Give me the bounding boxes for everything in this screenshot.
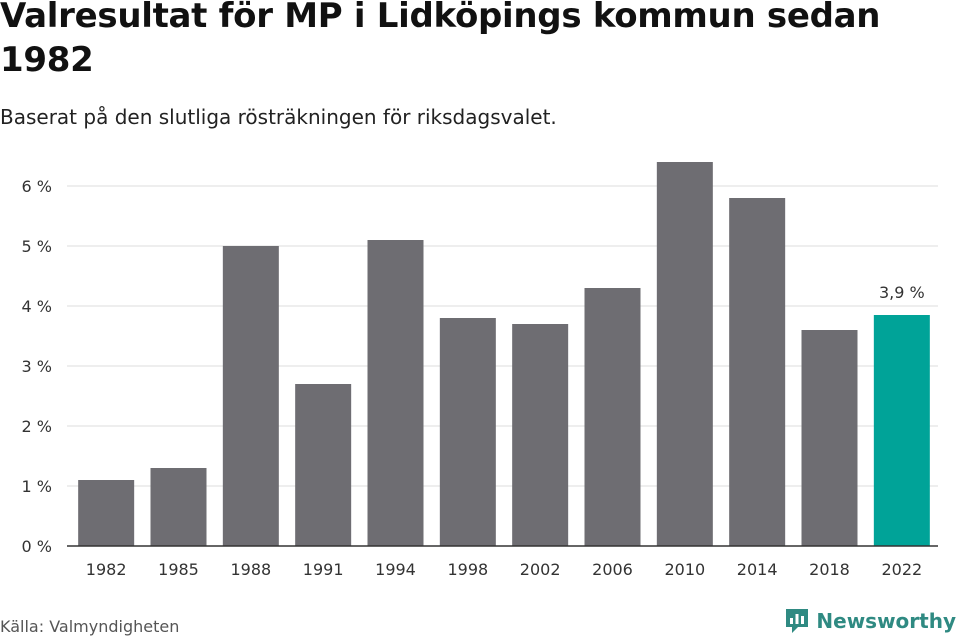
x-tick-label: 1998 [447, 560, 488, 579]
x-tick-label: 1994 [375, 560, 416, 579]
y-tick-label: 4 % [22, 297, 52, 316]
bar-2018 [801, 330, 858, 546]
newsworthy-logo-icon [786, 609, 809, 633]
y-tick-label: 6 % [22, 177, 52, 196]
y-tick-label: 1 % [22, 477, 52, 496]
x-tick-label: 2002 [520, 560, 561, 579]
y-tick-label: 0 % [22, 537, 52, 556]
x-tick-label: 2022 [881, 560, 922, 579]
source-note: Källa: Valmyndigheten [0, 617, 180, 636]
x-tick-label: 2018 [809, 560, 850, 579]
bar-1991 [295, 384, 352, 546]
y-tick-label: 2 % [22, 417, 52, 436]
x-tick-label: 1982 [86, 560, 127, 579]
bar-2010 [656, 162, 713, 546]
x-tick-label: 2014 [737, 560, 778, 579]
chart-subtitle: Baserat på den slutliga rösträkningen fö… [0, 105, 557, 129]
bar-1988 [222, 246, 279, 546]
brand-logo: Newsworthy [784, 607, 956, 635]
x-tick-label: 1991 [303, 560, 344, 579]
chart-title: Valresultat för MP i Lidköpings kommun s… [0, 0, 881, 80]
bar-1994 [367, 240, 424, 546]
bar-chart: 0 % 1 % 2 % 3 % 4 % 5 % 6 % 1982 1985 1988 1991 199… [22, 162, 938, 579]
bar-2022 [873, 315, 930, 546]
bar-2002 [512, 324, 569, 546]
y-tick-label: 5 % [22, 237, 52, 256]
x-tick-label: 2010 [664, 560, 705, 579]
bar-1982 [78, 480, 135, 546]
x-tick-label: 1985 [158, 560, 199, 579]
gridlines [67, 185, 938, 487]
y-tick-label: 3 % [22, 357, 52, 376]
x-tick-label: 1988 [230, 560, 271, 579]
bars [78, 162, 930, 546]
bar-2014 [729, 198, 786, 546]
brand-name: Newsworthy [816, 609, 956, 633]
data-label: 3,9 % [879, 283, 925, 302]
labels: 0 % 1 % 2 % 3 % 4 % 5 % 6 % 1982 1985 1988 1991 199… [22, 177, 938, 579]
x-tick-label: 2006 [592, 560, 633, 579]
bar-1985 [150, 468, 207, 546]
bar-2006 [584, 288, 641, 546]
bar-1998 [439, 318, 496, 546]
